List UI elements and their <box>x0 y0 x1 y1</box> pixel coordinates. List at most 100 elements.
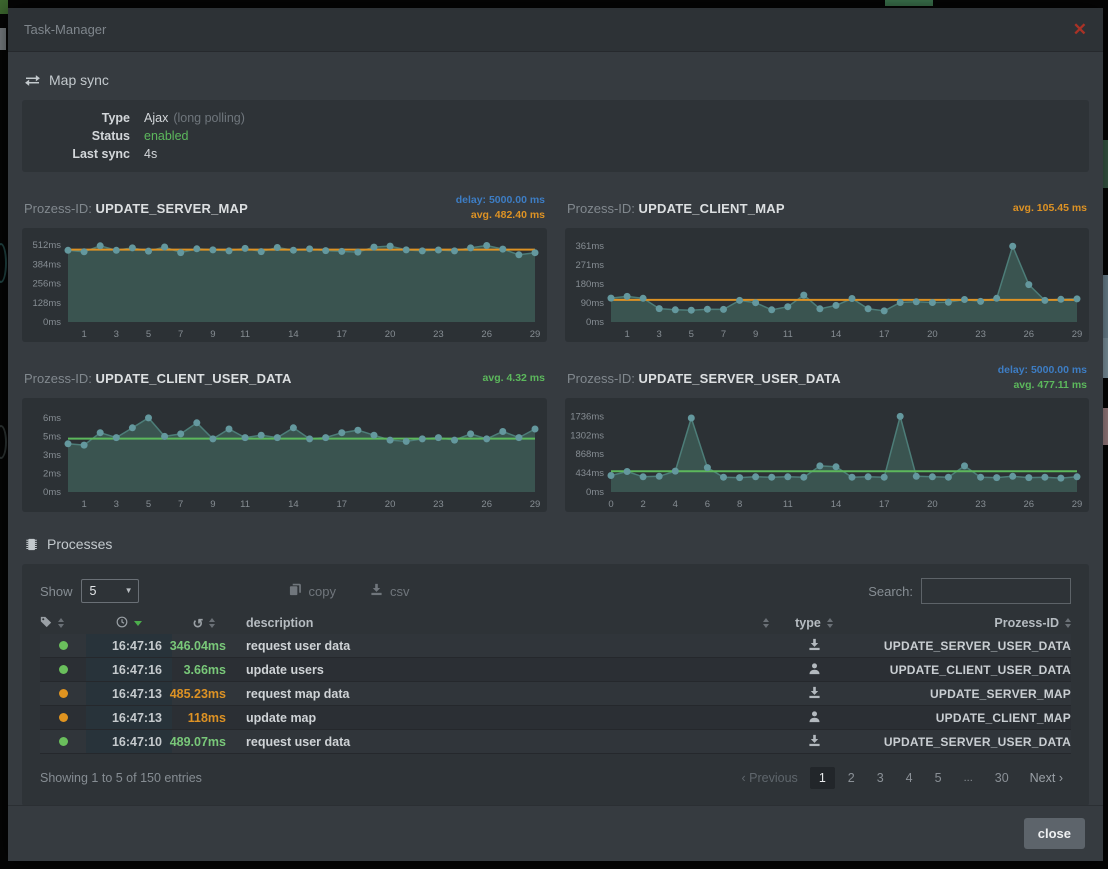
svg-text:434ms: 434ms <box>575 468 604 479</box>
description-cell: request map data <box>236 682 769 705</box>
svg-text:8: 8 <box>737 499 742 510</box>
column-header-type[interactable]: type <box>769 616 859 630</box>
table-summary: Showing 1 to 5 of 150 entries <box>40 771 202 785</box>
download-icon <box>370 583 383 599</box>
duration-cell: 3.66ms <box>172 658 236 681</box>
svg-text:14: 14 <box>288 499 299 510</box>
close-button[interactable]: close <box>1024 818 1085 849</box>
svg-text:0: 0 <box>608 499 613 510</box>
svg-text:0ms: 0ms <box>43 317 61 328</box>
svg-text:90ms: 90ms <box>581 298 604 309</box>
type-value: Ajax(long polling) <box>144 109 245 127</box>
prozess-id-cell: UPDATE_SERVER_USER_DATA <box>859 634 1071 657</box>
chart-card-update-server-user-data: Prozess-ID: UPDATE_SERVER_USER_DATA dela… <box>565 362 1089 512</box>
type-cell <box>769 730 859 753</box>
svg-text:26: 26 <box>481 499 492 510</box>
svg-text:1736ms: 1736ms <box>570 411 604 422</box>
copy-button[interactable]: copy <box>289 583 336 599</box>
pagination-page-30[interactable]: 30 <box>986 767 1018 789</box>
status-dot <box>59 665 68 674</box>
pagination-page-1[interactable]: 1 <box>810 767 835 789</box>
svg-text:3ms: 3ms <box>43 450 61 461</box>
download-icon <box>808 686 821 702</box>
pagination-page-2[interactable]: 2 <box>839 767 864 789</box>
backdrop-hint <box>885 0 933 6</box>
charts-grid: Prozess-ID: UPDATE_SERVER_MAP delay: 500… <box>22 192 1089 512</box>
svg-text:0ms: 0ms <box>43 487 61 498</box>
search-input[interactable] <box>921 578 1071 604</box>
svg-text:20: 20 <box>927 329 938 340</box>
column-header-duration[interactable]: ↺ <box>172 617 236 630</box>
status-cell <box>40 634 86 657</box>
status-dot <box>59 689 68 698</box>
duration-cell: 346.04ms <box>172 634 236 657</box>
map-sync-info-box: Type Ajax(long polling) Status enabled L… <box>22 100 1089 172</box>
chart-panel: 0ms90ms180ms271ms361ms135791114172023262… <box>565 228 1089 342</box>
person-icon <box>808 662 821 678</box>
svg-text:17: 17 <box>879 329 890 340</box>
status-cell <box>40 706 86 729</box>
table-row: 16:47:163.66msupdate usersUPDATE_CLIENT_… <box>40 658 1071 682</box>
search-label: Search: <box>868 584 913 599</box>
backdrop-hint <box>0 243 7 283</box>
svg-text:5ms: 5ms <box>43 431 61 442</box>
chart-title: Prozess-ID: UPDATE_SERVER_MAP <box>24 201 248 216</box>
svg-text:23: 23 <box>975 329 986 340</box>
svg-text:29: 29 <box>1072 499 1083 510</box>
column-header-description[interactable]: description <box>236 616 769 630</box>
close-icon[interactable]: ✕ <box>1073 21 1087 38</box>
column-header-time[interactable] <box>86 616 172 631</box>
svg-text:128ms: 128ms <box>32 298 61 309</box>
column-header-prozess-id[interactable]: Prozess-ID <box>859 616 1071 630</box>
svg-text:2ms: 2ms <box>43 469 61 480</box>
pagination-next[interactable]: Next › <box>1022 767 1071 789</box>
svg-text:7: 7 <box>178 499 183 510</box>
pagination: ‹ Previous12345...30Next › <box>734 767 1071 789</box>
pagination-previous[interactable]: ‹ Previous <box>734 767 806 789</box>
chart-delay-label: delay: 5000.00 ms <box>456 193 545 208</box>
backdrop-hint <box>1103 140 1108 188</box>
svg-text:17: 17 <box>879 499 890 510</box>
svg-text:256ms: 256ms <box>32 279 61 290</box>
sort-arrows <box>209 618 215 628</box>
chart-svg: 0ms2ms3ms5ms6ms1357911141720232629 <box>22 398 547 512</box>
svg-text:17: 17 <box>337 329 348 340</box>
show-label: Show <box>40 584 73 599</box>
tag-icon <box>40 616 52 631</box>
chart-svg: 0ms90ms180ms271ms361ms135791114172023262… <box>565 228 1089 342</box>
description-cell: request user data <box>236 634 769 657</box>
status-label: Status <box>38 127 130 145</box>
column-header-status[interactable] <box>40 616 86 631</box>
svg-text:361ms: 361ms <box>575 241 604 252</box>
pagination-page-4[interactable]: 4 <box>897 767 922 789</box>
svg-text:0ms: 0ms <box>586 487 604 498</box>
show-entries-select[interactable]: 5 <box>81 579 139 603</box>
processes-heading-label: Processes <box>47 536 112 552</box>
prozess-id-cell: UPDATE_CLIENT_MAP <box>859 706 1071 729</box>
svg-text:26: 26 <box>1024 499 1035 510</box>
svg-text:26: 26 <box>1024 329 1035 340</box>
table-row: 16:47:10489.07msrequest user dataUPDATE_… <box>40 730 1071 754</box>
svg-text:7: 7 <box>178 329 183 340</box>
svg-text:20: 20 <box>385 329 396 340</box>
chart-card-update-client-map: Prozess-ID: UPDATE_CLIENT_MAP avg. 105.4… <box>565 192 1089 342</box>
time-cell: 16:47:13 <box>86 706 172 729</box>
sort-arrows <box>58 618 64 628</box>
svg-text:1: 1 <box>81 499 86 510</box>
chart-card-update-client-user-data: Prozess-ID: UPDATE_CLIENT_USER_DATA avg.… <box>22 362 547 512</box>
csv-button[interactable]: csv <box>370 583 410 599</box>
modal-footer: close <box>8 805 1103 861</box>
svg-text:9: 9 <box>210 499 215 510</box>
history-icon: ↺ <box>193 617 204 630</box>
status-cell <box>40 682 86 705</box>
svg-text:0ms: 0ms <box>586 317 604 328</box>
time-cell: 16:47:10 <box>86 730 172 753</box>
description-cell: update users <box>236 658 769 681</box>
duration-cell: 118ms <box>172 706 236 729</box>
table-row: 16:47:16346.04msrequest user dataUPDATE_… <box>40 634 1071 658</box>
prozess-id-cell: UPDATE_SERVER_USER_DATA <box>859 730 1071 753</box>
pagination-page-3[interactable]: 3 <box>868 767 893 789</box>
status-cell <box>40 730 86 753</box>
chart-svg: 0ms128ms256ms384ms512ms13579111417202326… <box>22 228 547 342</box>
pagination-page-5[interactable]: 5 <box>926 767 951 789</box>
